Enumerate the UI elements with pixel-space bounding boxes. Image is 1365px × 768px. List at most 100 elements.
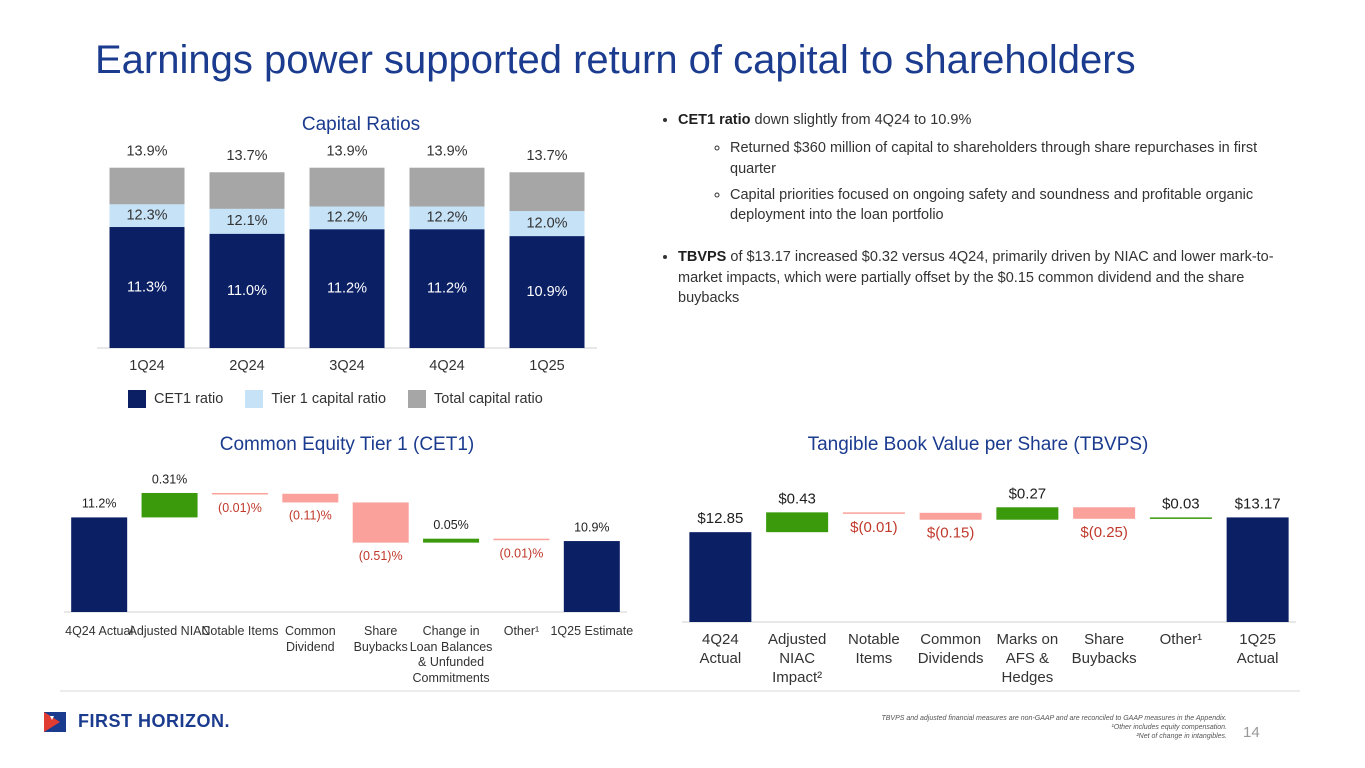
bar	[409, 229, 485, 348]
bar	[1073, 507, 1136, 519]
bar	[919, 512, 982, 520]
x-tick-label: Marks on AFS & Hedges	[996, 631, 1059, 686]
bar	[1226, 517, 1289, 622]
legend-label: CET1 ratio	[154, 391, 224, 407]
legend-swatch	[245, 390, 264, 408]
chart-title: Capital Ratios	[302, 114, 420, 135]
slide-title: Earnings power supported return of capit…	[95, 38, 1136, 82]
x-tick-label: 2Q24	[229, 358, 265, 374]
bullet: TBVPS of $13.17 increased $0.32 versus 4…	[678, 247, 1292, 308]
bar	[282, 493, 339, 503]
bar	[423, 538, 480, 543]
value-label: (0.51)%	[359, 549, 403, 563]
x-tick-label: Other¹	[503, 624, 540, 638]
value-label: 11.2%	[327, 280, 367, 296]
value-label: 10.9%	[526, 284, 567, 300]
bar	[689, 532, 752, 622]
footnote: ¹Other includes equity compensation.	[1111, 724, 1227, 732]
bullet-list: CET1 ratio down slightly from 4Q24 to 10…	[652, 110, 1292, 330]
value-label: $(0.25)	[1080, 524, 1128, 541]
x-tick-label: Common Dividend	[284, 624, 336, 654]
bar	[209, 233, 285, 348]
x-tick-label: 4Q24	[429, 358, 465, 374]
bullet-text: down slightly from 4Q24 to 10.9%	[754, 112, 972, 128]
legend-swatch	[128, 390, 146, 408]
logo: FIRST HORIZON.	[78, 711, 230, 731]
value-label: $12.85	[697, 510, 743, 527]
value-label: 12.3%	[126, 207, 167, 223]
footnote: ²Net of change in intangibles.	[1136, 733, 1227, 741]
value-label: 13.9%	[326, 144, 367, 160]
bar	[1149, 517, 1212, 519]
value-label: $(0.15)	[927, 525, 975, 542]
page-number: 14	[1243, 724, 1260, 741]
x-tick-label: Common Dividends	[917, 631, 984, 667]
bar	[352, 502, 409, 543]
legend-swatch	[408, 390, 427, 408]
x-tick-label: 1Q25	[529, 358, 565, 374]
value-label: $13.17	[1235, 495, 1281, 512]
bar	[996, 507, 1059, 520]
bar	[109, 227, 185, 348]
x-tick-label: 1Q25 Actual	[1236, 631, 1279, 667]
bar	[493, 538, 550, 541]
sub-bullet: Capital priorities focused on ongoing sa…	[730, 185, 1292, 226]
value-label: $0.03	[1162, 495, 1200, 512]
x-tick-label: Notable Items	[201, 624, 279, 638]
bar	[309, 229, 385, 348]
value-label: 10.9%	[574, 520, 609, 534]
value-label: 11.3%	[127, 279, 167, 295]
bar	[71, 517, 128, 612]
x-tick-label: 1Q24	[129, 358, 165, 374]
footnotes: TBVPS and adjusted financial measures ar…	[881, 714, 1227, 741]
legend: CET1 ratio Tier 1 capital ratio Total capi…	[128, 390, 543, 408]
value-label: 11.2%	[82, 497, 117, 511]
x-tick-label: Adjusted NIAC	[128, 624, 211, 638]
legend-label: Tier 1 capital ratio	[271, 391, 387, 407]
x-tick-label: 1Q25 Estimate	[550, 624, 634, 638]
value-label: 12.1%	[226, 213, 267, 229]
value-label: 11.2%	[427, 280, 467, 296]
bar	[211, 492, 268, 495]
logo-mark	[44, 712, 66, 732]
bullet-text: of $13.17 increased $0.32 versus 4Q24, p…	[678, 249, 1274, 307]
bar	[842, 512, 905, 514]
value-label: (0.01)%	[218, 501, 262, 515]
legend-label: Total capital ratio	[434, 391, 543, 407]
value-label: (0.11)%	[289, 509, 332, 523]
x-tick-label: Share Buybacks	[1071, 631, 1137, 667]
bar	[141, 492, 198, 518]
bullet-lead: CET1 ratio	[678, 112, 751, 128]
value-label: 13.9%	[126, 144, 167, 160]
legend-item: Tier 1 capital ratio	[245, 390, 386, 408]
value-label: 13.9%	[426, 144, 467, 160]
bullet: CET1 ratio down slightly from 4Q24 to 10…	[678, 110, 1292, 225]
value-label: $0.43	[778, 490, 816, 507]
x-tick-label: Change in Loan Balances & Unfunded Commi…	[409, 624, 493, 685]
value-label: 12.0%	[526, 215, 567, 231]
value-label: (0.01)%	[500, 546, 544, 560]
value-label: $0.27	[1009, 485, 1047, 502]
bar	[563, 541, 620, 612]
value-label: $(0.01)	[850, 519, 898, 536]
legend-item: Total capital ratio	[408, 390, 543, 408]
sub-bullet: Returned $360 million of capital to shar…	[730, 138, 1292, 179]
value-label: 12.2%	[426, 210, 467, 226]
x-tick-label: 4Q24 Actual	[699, 631, 742, 667]
value-label: 13.7%	[526, 148, 567, 164]
x-tick-label: 4Q24 Actual	[65, 624, 134, 638]
chart-title: Tangible Book Value per Share (TBVPS)	[808, 434, 1149, 455]
legend-item: CET1 ratio	[128, 390, 223, 408]
value-label: 12.2%	[326, 210, 367, 226]
x-tick-label: Notable Items	[848, 631, 900, 667]
value-label: 13.7%	[226, 148, 267, 164]
bar	[509, 236, 585, 348]
value-label: 0.05%	[433, 518, 468, 532]
value-label: 11.0%	[227, 283, 267, 299]
x-tick-label: Adjusted NIAC Impact²	[767, 631, 827, 686]
bar	[766, 512, 829, 533]
value-label: 0.31%	[152, 472, 187, 486]
bullet-lead: TBVPS	[678, 249, 727, 266]
